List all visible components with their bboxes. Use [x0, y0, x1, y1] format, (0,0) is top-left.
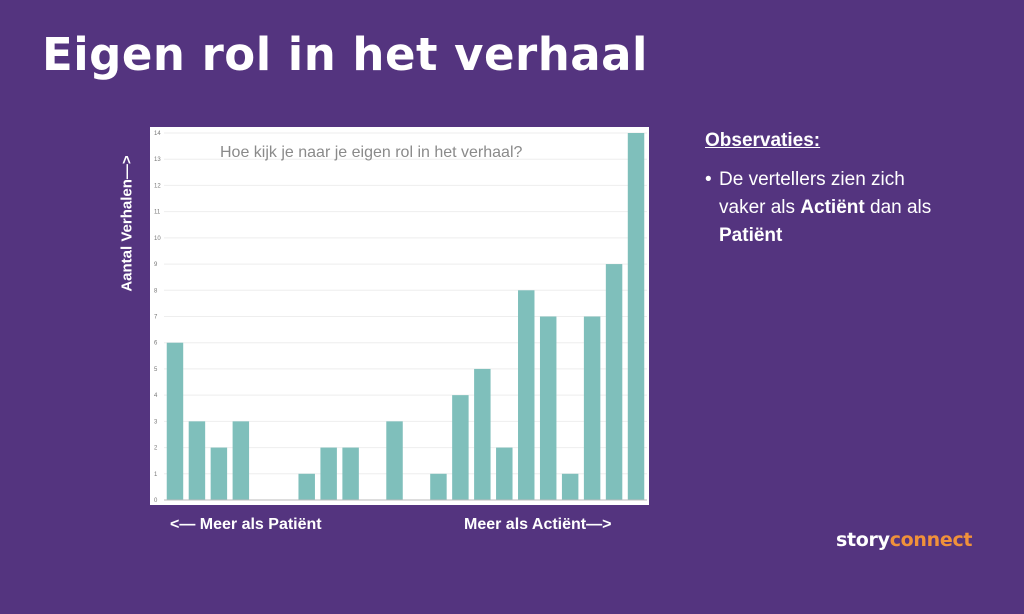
observation-term-actient: Actiënt [800, 197, 865, 218]
logo-part-story: story [836, 529, 890, 551]
chart-bar [496, 447, 513, 500]
chart-bar [561, 473, 579, 500]
bullet-icon: • [705, 169, 712, 190]
y-tick-label: 6 [154, 341, 158, 347]
y-tick-label: 8 [154, 288, 158, 294]
slide-title: Eigen rol in het verhaal [42, 28, 648, 81]
y-tick-label: 3 [154, 419, 158, 425]
y-tick-label: 5 [154, 367, 158, 373]
logo-part-connect: connect [889, 529, 973, 551]
y-tick-label: 11 [154, 210, 161, 216]
chart-bar [320, 447, 337, 500]
chart-bar [627, 133, 645, 500]
y-tick-label: 4 [154, 393, 158, 399]
y-tick-label: 1 [154, 472, 158, 478]
chart-title: Hoe kijk je naar je eigen rol in het ver… [220, 144, 523, 161]
y-tick-label: 14 [154, 131, 161, 137]
chart-bar [342, 447, 359, 500]
storyconnect-logo: storyconnect [836, 529, 973, 551]
observation-line-2-pre: vaker als [719, 197, 801, 218]
observation-text: De vertellers zien zich vaker als Actiën… [719, 166, 931, 250]
observation-line-1: De vertellers zien zich [719, 169, 905, 190]
chart-bar [210, 447, 228, 500]
chart-bar [539, 316, 557, 500]
x-note-actient: Meer als Actiënt—> [464, 516, 612, 533]
chart-bar [166, 342, 184, 500]
y-tick-label: 2 [154, 446, 158, 452]
observation-line-2-post: dan als [864, 197, 932, 218]
observations-heading: Observaties: [705, 130, 821, 151]
chart-bar [430, 473, 447, 500]
chart-bar [386, 421, 403, 500]
y-tick-label: 13 [154, 157, 161, 163]
chart-bar [518, 290, 535, 500]
chart-bar [232, 421, 250, 500]
chart-bar [583, 316, 601, 500]
bar-chart: 0 1 2 3 4 5 6 7 8 9 10 11 12 13 14 Hoe kijk je naar je… [150, 127, 649, 505]
chart-bar [452, 395, 469, 500]
y-tick-label: 0 [154, 498, 158, 504]
chart-bar [474, 368, 491, 500]
observations-panel: Observaties: • De vertellers zien zich v… [705, 130, 1005, 250]
y-tick-label: 7 [154, 315, 158, 321]
observation-term-patient: Patiënt [719, 225, 783, 246]
y-tick-label: 12 [154, 183, 161, 189]
y-tick-label: 10 [154, 236, 161, 242]
y-axis-label: Aantal Verhalen—> [118, 155, 136, 292]
chart-bar [298, 473, 315, 500]
x-note-patient: <— Meer als Patiënt [170, 516, 322, 533]
observation-item: • De vertellers zien zich vaker als Acti… [705, 166, 1005, 250]
y-tick-label: 9 [154, 262, 158, 268]
chart-bar [605, 264, 623, 500]
bars [166, 133, 645, 500]
grid-lines [164, 132, 647, 475]
chart-bar [188, 421, 206, 500]
